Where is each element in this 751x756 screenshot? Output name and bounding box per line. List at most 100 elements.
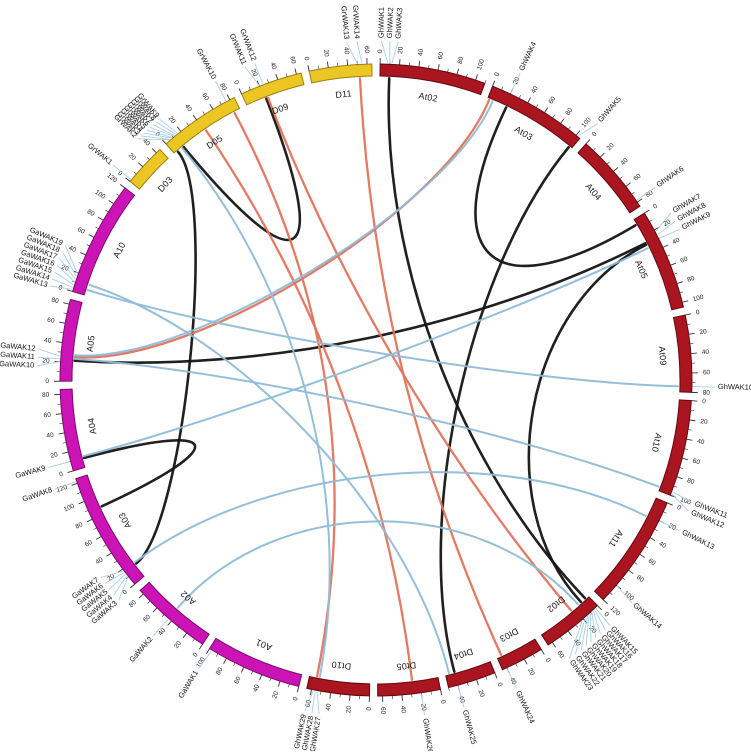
tick — [622, 578, 625, 580]
tick — [568, 631, 572, 636]
tick — [586, 139, 590, 143]
tick — [568, 127, 570, 130]
tick-label-D09-60: 60 — [288, 56, 297, 65]
tick-label-At09-40: 40 — [702, 349, 710, 357]
tick — [177, 127, 181, 132]
tick — [138, 163, 142, 167]
tick-label-A01-80: 80 — [215, 666, 225, 676]
tick-label-At04-20: 20 — [606, 142, 616, 152]
tick — [220, 101, 222, 104]
tick-label-D11-40: 40 — [342, 47, 350, 55]
tick-label-A10-80: 80 — [86, 208, 96, 218]
tick-label-A04-60: 60 — [43, 412, 51, 420]
tick-label-A05-0: 0 — [45, 378, 49, 385]
tick — [593, 148, 595, 151]
tick — [649, 220, 652, 222]
chromosome-name-At11: At11 — [607, 528, 626, 549]
tick — [64, 313, 67, 314]
gene-callout-GhWAK19 — [590, 614, 591, 643]
gene-label-GhWAK24: GhWAK24 — [514, 689, 537, 725]
tick — [495, 673, 497, 679]
chromosome-name-Dt05: Dt05 — [396, 660, 417, 672]
tick — [667, 503, 673, 505]
tick — [177, 627, 179, 630]
tick-label-At11-100: 100 — [622, 590, 635, 603]
tick — [68, 471, 74, 473]
tick-label-At05-80: 80 — [686, 275, 695, 284]
tick — [60, 332, 63, 333]
chromosome-name-A01: A01 — [254, 637, 273, 653]
tick — [448, 69, 449, 72]
tick-label-At05-40: 40 — [671, 237, 681, 247]
chord-black-D05-A03 — [136, 152, 195, 564]
tick — [431, 691, 432, 694]
tick — [295, 68, 297, 74]
tick — [89, 235, 94, 238]
tick-label-D11-60: 60 — [363, 46, 370, 54]
chromosome-segment-D09 — [242, 73, 304, 105]
tick-label-A02-40: 40 — [157, 627, 167, 637]
tick-label-At03-60: 60 — [548, 95, 558, 105]
tick-label-A03-80: 80 — [74, 521, 84, 531]
tick — [203, 112, 205, 115]
tick-label-Dt05-60: 60 — [379, 707, 386, 715]
tick — [645, 546, 648, 548]
tick-label-At10-60: 60 — [692, 458, 701, 467]
tick — [87, 519, 92, 522]
tick-label-A02-60: 60 — [142, 613, 152, 623]
tick — [440, 689, 441, 695]
chromosome-segment-D11 — [309, 64, 372, 83]
gene-label-GrWAK13: GrWAK13 — [339, 5, 351, 39]
tick — [239, 89, 242, 94]
chromosome-name-Dt02: Dt02 — [545, 594, 567, 614]
chromosome-name-Dt03: Dt03 — [498, 626, 520, 644]
gene-label-GhWAK14: GhWAK14 — [631, 601, 663, 631]
tick-label-At02-20: 20 — [397, 46, 405, 54]
tick — [216, 654, 218, 657]
tick-label-At04-60: 60 — [632, 172, 642, 182]
tick-label-At04-40: 40 — [620, 157, 630, 167]
tick — [72, 483, 78, 485]
tick — [626, 183, 631, 187]
tick — [670, 263, 676, 265]
gene-label-GhWAK25: GhWAK25 — [461, 709, 479, 745]
tick — [620, 177, 623, 179]
tick — [308, 65, 309, 71]
tick — [85, 510, 88, 511]
gene-label-GhWAK26: GhWAK26 — [421, 718, 435, 751]
tick — [477, 680, 479, 686]
tick — [199, 644, 202, 649]
chromosome-name-D03: D03 — [156, 175, 175, 194]
tick-label-D05-80: 80 — [218, 82, 228, 92]
tick-label-At11-0: 0 — [676, 504, 682, 512]
tick-label-A01-0: 0 — [292, 696, 300, 702]
tick-label-D09-0: 0 — [232, 79, 240, 86]
gene-label-GaWAK9: GaWAK9 — [14, 463, 46, 480]
chromosome-segment-A10 — [73, 188, 135, 295]
tick — [107, 553, 112, 556]
gene-label-GrWAK1: GrWAK1 — [86, 141, 114, 167]
tick-label-At02-0: 0 — [377, 49, 384, 53]
chromosome-name-At04: At04 — [583, 181, 603, 202]
tick — [134, 172, 137, 174]
tick-label-At11-40: 40 — [658, 540, 668, 550]
tick — [467, 683, 468, 686]
chromosome-name-A05: A05 — [85, 335, 97, 353]
tick — [210, 104, 213, 109]
tick — [680, 292, 683, 293]
tick — [682, 458, 688, 459]
tick — [62, 452, 68, 453]
tick — [260, 675, 262, 681]
tick — [98, 217, 103, 220]
gene-callout-GaWAK9 — [48, 462, 69, 468]
tick-label-A03-40: 40 — [94, 556, 104, 566]
chromosome-segment-At02 — [380, 64, 485, 95]
tick — [77, 492, 80, 493]
tick — [607, 162, 610, 164]
tick — [320, 691, 321, 694]
gene-label-GrWAK14: GrWAK14 — [351, 5, 362, 39]
tick-label-At10-20: 20 — [700, 418, 708, 426]
tick — [691, 353, 697, 354]
tick — [79, 501, 85, 503]
